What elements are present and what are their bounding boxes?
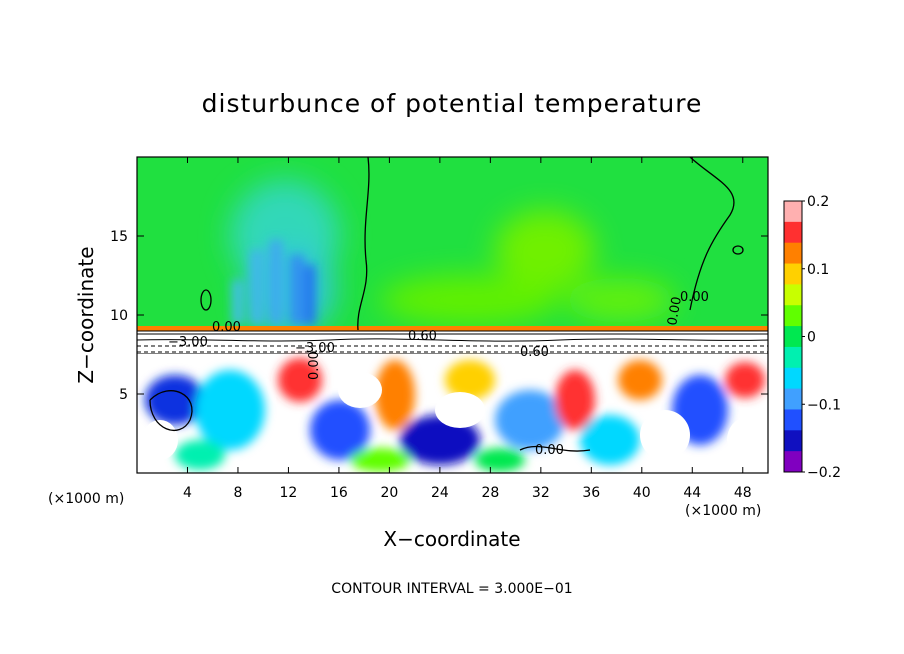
x-tick-label: 28 bbox=[481, 485, 499, 501]
contour-label: −3.00 bbox=[168, 335, 208, 350]
x-tick-label: 48 bbox=[734, 485, 752, 501]
y-axis-label: Z−coordinate bbox=[74, 246, 98, 383]
cool-plume-core bbox=[232, 240, 315, 325]
contour-label: 0.00 bbox=[680, 290, 709, 305]
chart-title: disturbunce of potential temperature bbox=[202, 89, 703, 118]
y-tick-label: 10 bbox=[110, 308, 128, 324]
colorbar-tick-label: 0 bbox=[807, 330, 816, 346]
x-unit-left: (×1000 m) bbox=[48, 491, 124, 507]
x-tick-label: 4 bbox=[183, 485, 192, 501]
colorbar-swatch bbox=[784, 284, 802, 306]
colorbar-tick-label: −0.1 bbox=[807, 397, 841, 413]
x-tick-label: 44 bbox=[683, 485, 701, 501]
contour-label: 0.00 bbox=[212, 320, 241, 335]
contour-label: −3.00 bbox=[295, 341, 335, 356]
contour-interval-note: CONTOUR INTERVAL = 3.000E−01 bbox=[331, 581, 572, 597]
x-axis: 4 8 12 16 20 24 28 32 36 40 44 48 bbox=[183, 157, 752, 501]
contour-label-group: 0.00 0.00 0.00 0.00 0.00 0.60 0.60 −3.00… bbox=[168, 290, 709, 458]
x-tick-label: 24 bbox=[431, 485, 449, 501]
x-tick-label: 32 bbox=[532, 485, 550, 501]
colorbar-swatch bbox=[784, 263, 802, 285]
plot-field: 0.00 0.00 0.00 0.00 0.00 0.60 0.60 −3.00… bbox=[137, 157, 768, 473]
x-tick-label: 8 bbox=[233, 485, 242, 501]
colorbar-swatch bbox=[784, 242, 802, 265]
inversion-band-warm bbox=[137, 326, 768, 331]
colorbar-swatch bbox=[784, 367, 802, 390]
x-tick-label: 20 bbox=[380, 485, 398, 501]
contour-label: 0.00 bbox=[307, 351, 322, 380]
colorbar-swatch bbox=[784, 201, 802, 223]
turbulent-eddies bbox=[145, 358, 765, 472]
warm-patch bbox=[380, 210, 675, 325]
x-tick-label: 40 bbox=[633, 485, 651, 501]
contour-label: 0.00 bbox=[535, 443, 564, 458]
white-patches bbox=[142, 372, 763, 462]
colorbar-tick-label: −0.2 bbox=[807, 465, 841, 481]
colorbar-swatch bbox=[784, 430, 802, 452]
colorbar-tick-label: 0.2 bbox=[807, 194, 829, 210]
x-unit-right: (×1000 m) bbox=[685, 503, 761, 519]
x-tick-label: 36 bbox=[582, 485, 600, 501]
contour-label: 0.60 bbox=[520, 345, 549, 360]
colorbar-swatch bbox=[784, 451, 802, 473]
colorbar bbox=[783, 200, 803, 473]
y-tick-label: 15 bbox=[110, 229, 128, 245]
colorbar-swatch bbox=[784, 409, 802, 431]
colorbar-swatch bbox=[784, 346, 802, 369]
x-tick-label: 16 bbox=[330, 485, 348, 501]
colorbar-tick-label: 0.1 bbox=[807, 262, 829, 278]
x-tick-label: 12 bbox=[280, 485, 298, 501]
contour-label: 0.60 bbox=[408, 329, 437, 344]
colorbar-swatch bbox=[784, 221, 802, 244]
colorbar-ticks: 0.2 0.1 0 −0.1 −0.2 bbox=[802, 194, 841, 481]
colorbar-swatch bbox=[784, 388, 802, 410]
colorbar-swatch bbox=[784, 305, 802, 327]
y-axis: 5 10 15 bbox=[110, 229, 768, 403]
x-axis-label: X−coordinate bbox=[383, 527, 520, 551]
inversion-band-white bbox=[137, 331, 768, 354]
y-tick-label: 5 bbox=[119, 387, 128, 403]
contour-label: 0.00 bbox=[665, 296, 685, 327]
colorbar-swatch bbox=[784, 326, 802, 348]
contour-lines bbox=[149, 157, 744, 452]
